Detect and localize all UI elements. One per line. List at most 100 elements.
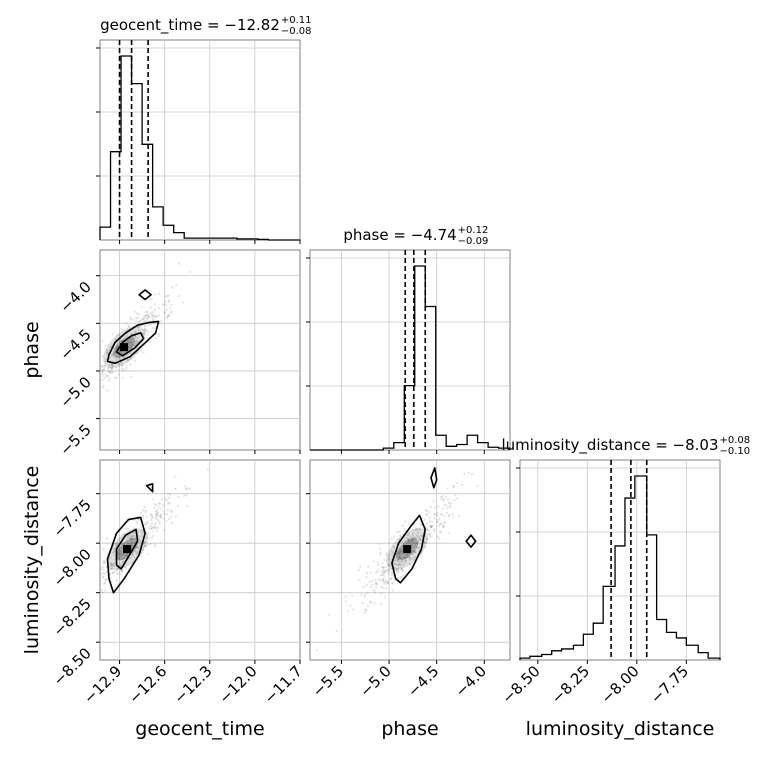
sample-point (151, 317, 154, 320)
sample-point (442, 525, 445, 529)
sample-point (391, 571, 394, 574)
sample-point (410, 543, 413, 546)
sample-point (111, 333, 114, 336)
sample-point (380, 566, 383, 569)
sample-point (118, 558, 121, 561)
sample-point (438, 537, 441, 540)
sample-point (386, 570, 390, 573)
sample-point (103, 572, 106, 575)
sample-point (398, 530, 401, 533)
sample-point (365, 584, 368, 587)
sample-point (416, 532, 420, 535)
sample-point (446, 498, 450, 501)
sample-point (146, 318, 149, 321)
sample-point (110, 371, 113, 375)
sample-point (130, 541, 133, 544)
sample-point (130, 544, 133, 547)
sample-point (446, 506, 449, 510)
sample-point (403, 555, 406, 558)
sample-point (414, 551, 417, 554)
sample-point (437, 505, 440, 508)
sample-point (429, 505, 433, 508)
sample-point (132, 556, 136, 559)
sample-point (184, 485, 187, 488)
panel-frame (99, 249, 301, 451)
sample-point (157, 334, 160, 338)
sample-point (113, 570, 116, 573)
sample-point (416, 542, 419, 545)
sample-point (426, 527, 429, 531)
sample-point (106, 353, 109, 356)
histogram-luminosity_distance (519, 475, 721, 660)
sample-point (412, 529, 415, 532)
sample-point (102, 368, 105, 372)
sample-point (363, 611, 366, 614)
sample-point (386, 572, 390, 575)
sample-point (460, 483, 464, 486)
sample-point (158, 522, 162, 525)
sample-point (127, 324, 130, 327)
sample-point (411, 532, 414, 535)
sample-point (126, 359, 130, 362)
sample-point (126, 527, 129, 530)
sample-point (133, 339, 137, 343)
sample-point (158, 502, 162, 505)
sample-point (123, 369, 127, 372)
sample-point (108, 349, 111, 352)
sample-point (164, 295, 167, 299)
sample-point (134, 320, 138, 323)
sample-point (418, 537, 421, 540)
samples-phase_vs_geocent_time (100, 262, 191, 392)
sample-point (148, 315, 151, 318)
sample-point (398, 549, 401, 552)
sample-point (134, 341, 137, 344)
x-tick-label: −12.0 (215, 662, 260, 707)
sample-point (392, 546, 395, 549)
sample-point (344, 595, 347, 598)
sample-point (129, 316, 132, 319)
sample-point (415, 534, 418, 537)
sample-point (145, 536, 148, 539)
sample-point (143, 327, 146, 331)
title-text: geocent_time = −12.82 (100, 16, 280, 35)
sample-point (387, 564, 390, 567)
sample-point (441, 525, 444, 528)
x-tick-label: −8.50 (498, 662, 543, 707)
sample-point (387, 567, 390, 570)
sample-point (138, 543, 142, 546)
sample-point (121, 570, 124, 573)
sample-point (409, 535, 412, 539)
sample-point (134, 342, 137, 345)
sample-point (100, 589, 103, 592)
sample-point (390, 550, 393, 553)
sample-point (436, 521, 439, 524)
x-tick-label: −12.9 (80, 662, 125, 707)
sample-point (129, 542, 132, 546)
sample-point (426, 528, 429, 532)
sample-point (398, 563, 401, 566)
sample-point (144, 314, 147, 317)
sample-point (170, 303, 173, 306)
sample-point (385, 580, 388, 583)
sample-point (379, 579, 382, 582)
sample-point (147, 553, 150, 556)
sample-point (398, 555, 401, 559)
sample-point (175, 284, 178, 287)
sample-point (144, 511, 147, 514)
sample-point (163, 513, 167, 516)
sample-point (157, 314, 160, 317)
sample-point (120, 350, 123, 353)
sample-point (122, 532, 125, 536)
sample-point (392, 535, 395, 538)
sample-point (154, 308, 157, 312)
sample-point (145, 515, 148, 518)
sample-point (127, 325, 130, 328)
sample-point (140, 305, 144, 308)
sample-point (428, 534, 432, 537)
sample-point (153, 506, 156, 509)
sample-point (141, 514, 145, 517)
sample-point (120, 553, 123, 556)
sample-point (157, 501, 160, 505)
sample-point (364, 609, 368, 612)
sample-point (101, 369, 104, 372)
